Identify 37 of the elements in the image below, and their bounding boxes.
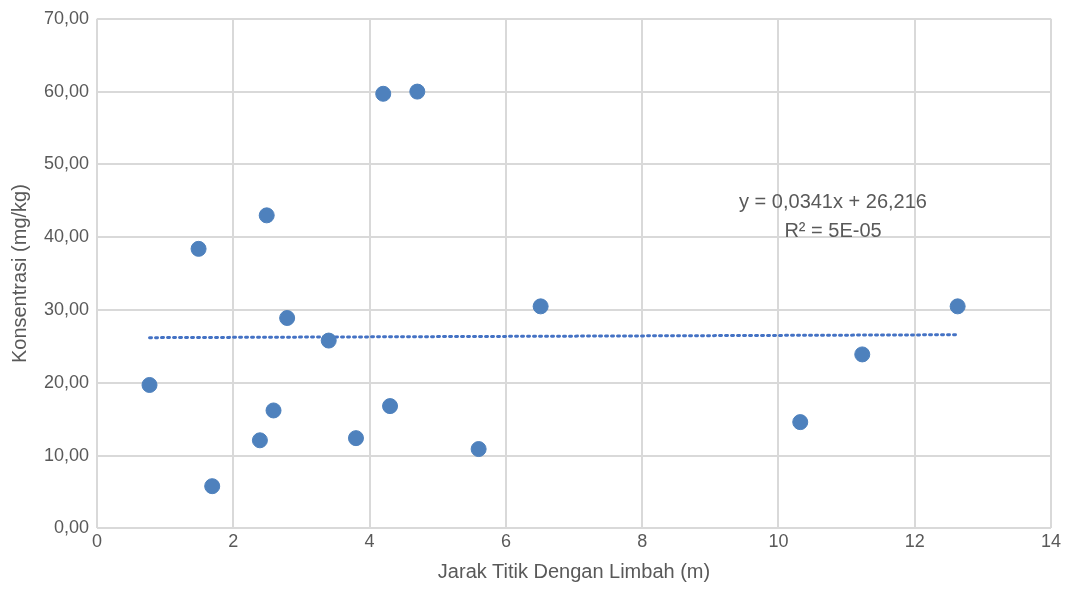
point bbox=[265, 402, 282, 419]
x-tick-label: 4 bbox=[364, 531, 375, 552]
x-axis-title: Jarak Titik Dengan Limbah (m) bbox=[437, 559, 711, 582]
y-axis-title: Konsentrasi (mg/kg) bbox=[7, 184, 30, 364]
x-tick-label: 2 bbox=[228, 531, 239, 552]
annotation: y = 0,0341x + 26,216 bbox=[739, 190, 927, 212]
point bbox=[792, 414, 809, 431]
point bbox=[258, 207, 275, 224]
point bbox=[949, 298, 966, 315]
y-tick-label: 30,00 bbox=[44, 298, 90, 319]
point bbox=[251, 432, 268, 449]
point bbox=[190, 240, 207, 257]
x-tick-label: 14 bbox=[1040, 531, 1062, 552]
x-tick-label: 0 bbox=[92, 531, 103, 552]
point bbox=[375, 85, 392, 102]
y-tick-label: 50,00 bbox=[44, 153, 90, 174]
x-tick-label: 6 bbox=[500, 531, 511, 552]
point bbox=[320, 332, 337, 349]
y-tick-label: 20,00 bbox=[44, 371, 90, 392]
annotation: R² = 5E-05 bbox=[784, 219, 882, 241]
point bbox=[532, 298, 549, 315]
x-tick-label: 12 bbox=[904, 531, 925, 552]
point bbox=[409, 83, 426, 100]
y-tick-label: 70,00 bbox=[44, 7, 90, 28]
point bbox=[382, 398, 399, 415]
x-tick-label: 8 bbox=[637, 531, 648, 552]
y-tick-label: 60,00 bbox=[44, 80, 90, 101]
y-tick-label: 0,00 bbox=[54, 517, 90, 538]
point bbox=[470, 441, 487, 458]
point bbox=[347, 430, 364, 447]
y-tick-label: 10,00 bbox=[44, 444, 90, 465]
y-tick-label: 40,00 bbox=[44, 226, 90, 247]
point bbox=[854, 346, 871, 363]
x-tick-label: 10 bbox=[768, 531, 789, 552]
point bbox=[141, 376, 158, 393]
point bbox=[279, 310, 296, 327]
point bbox=[204, 478, 221, 495]
